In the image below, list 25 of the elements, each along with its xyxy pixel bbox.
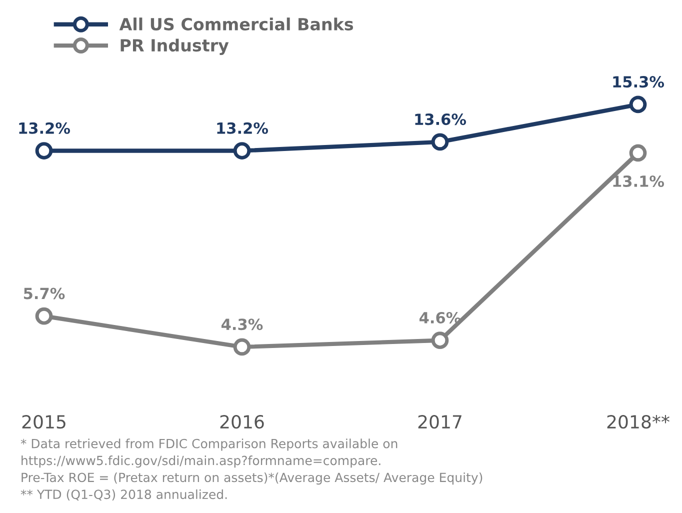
point — [629, 144, 647, 162]
point — [35, 142, 53, 160]
text: Pre-Tax ROE = (Pretax return on assets)*(Average Assets/ Average Equity) — [22, 472, 482, 485]
data-label: 13.6% — [415, 114, 466, 126]
x-tick-label: 2015 — [22, 414, 66, 429]
data-label: 13.2% — [217, 122, 268, 134]
data-label: 5.7% — [24, 288, 65, 300]
point — [233, 142, 251, 160]
text: * Data retrieved from FDIC Comparison Reports available on — [20, 438, 398, 451]
legend-label: All US Commercial Banks — [119, 18, 354, 30]
point — [629, 96, 647, 114]
x-tick-label: 2018** — [607, 414, 670, 429]
x-tick-label: 2017 — [418, 414, 462, 429]
point — [431, 133, 449, 151]
data-label: 4.3% — [222, 318, 263, 330]
text: ** YTD (Q1-Q3) 2018 annualized. — [20, 489, 227, 501]
data-label: 13.2% — [19, 122, 70, 134]
data-label: 15.3% — [613, 76, 664, 88]
data-label: 13.1% — [613, 175, 664, 188]
point — [35, 307, 53, 325]
point — [431, 332, 449, 350]
point — [233, 338, 251, 356]
x-tick-label: 2016 — [220, 414, 264, 429]
legend-label: PR Industry — [120, 38, 229, 55]
text: https://www5.fdic.gov/sdi/main.asp?formname=compare. — [22, 456, 380, 468]
